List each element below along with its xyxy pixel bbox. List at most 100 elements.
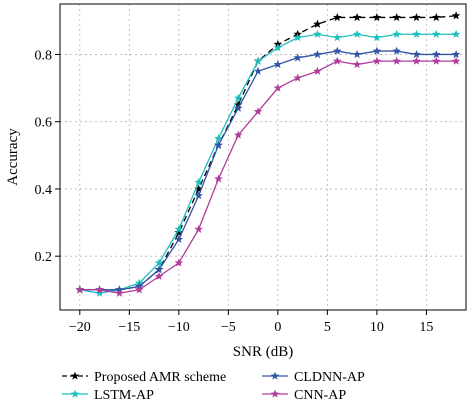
- series-cldnn-ap: [75, 46, 461, 294]
- data-point: [451, 56, 461, 65]
- y-tick-label: 0.8: [35, 48, 53, 63]
- y-tick-label: 0.4: [35, 183, 53, 198]
- data-point: [451, 49, 461, 59]
- data-point: [174, 224, 184, 233]
- data-point: [392, 29, 401, 38]
- legend-swatch-marker: [70, 389, 80, 398]
- data-point: [273, 60, 283, 69]
- data-point: [332, 46, 342, 55]
- data-point: [293, 53, 302, 62]
- series-line: [79, 50, 457, 291]
- data-point: [253, 107, 263, 116]
- ticks: −20 −15 −10 −5 0 5 10 15 0.2 0.4 0.6 0.8: [35, 48, 434, 335]
- data-point: [233, 93, 243, 102]
- series-line: [79, 60, 457, 294]
- data-point: [233, 130, 243, 139]
- legend-item-cnn-ap: CNN-AP: [262, 388, 346, 403]
- data-point: [253, 66, 263, 75]
- legend-label: LSTM-AP: [94, 388, 154, 403]
- data-point: [313, 49, 322, 59]
- data-point: [214, 140, 223, 149]
- data-point: [352, 49, 362, 59]
- data-point: [372, 56, 382, 65]
- data-point: [174, 228, 184, 237]
- data-point: [154, 265, 164, 274]
- x-tick-label: 0: [274, 320, 281, 335]
- legend-label: CLDNN-AP: [294, 370, 365, 385]
- data-point: [412, 29, 421, 38]
- legend-item-cldnn-ap: CLDNN-AP: [262, 370, 365, 385]
- legend-label: Proposed AMR scheme: [94, 370, 226, 385]
- x-axis-title: SNR (dB): [233, 344, 293, 360]
- data-point: [432, 29, 441, 38]
- data-point: [412, 56, 421, 65]
- data-point: [293, 33, 302, 42]
- legend-item-lstm-ap: LSTM-AP: [62, 388, 154, 403]
- data-point: [253, 56, 263, 65]
- data-point: [154, 258, 164, 267]
- data-point: [174, 258, 184, 267]
- data-point: [233, 103, 243, 112]
- data-point: [95, 288, 104, 297]
- data-point: [134, 285, 144, 294]
- data-point: [432, 56, 441, 65]
- data-point: [174, 234, 184, 244]
- data-point: [372, 46, 382, 55]
- series-proposed-amr-scheme: [75, 11, 461, 294]
- data-point: [332, 12, 342, 22]
- data-point: [372, 12, 382, 22]
- x-tick-label: −5: [221, 320, 236, 335]
- series-cnn-ap: [75, 56, 461, 297]
- data-point: [95, 285, 104, 294]
- x-tick-label: −10: [168, 320, 190, 335]
- data-point: [154, 271, 164, 281]
- y-tick-label: 0.6: [35, 116, 53, 131]
- data-point: [313, 29, 322, 38]
- y-axis-title: Accuracy: [5, 128, 21, 186]
- data-point: [332, 56, 342, 65]
- x-tick-label: −20: [69, 320, 91, 335]
- x-tick-label: 5: [324, 320, 331, 335]
- series-line: [79, 15, 457, 291]
- data-point: [332, 33, 342, 42]
- data-point: [372, 33, 382, 42]
- x-tick-label: −15: [118, 320, 140, 335]
- legend-label: CNN-AP: [294, 388, 346, 403]
- data-point: [352, 29, 362, 38]
- data-point: [451, 29, 461, 38]
- data-point: [194, 184, 203, 193]
- x-tick-label: 15: [419, 320, 433, 335]
- data-point: [194, 224, 203, 233]
- data-point: [432, 12, 441, 22]
- data-point: [115, 288, 124, 297]
- legend: Proposed AMR scheme CLDNN-AP LSTM-AP CNN-AP: [62, 370, 365, 403]
- data-point: [273, 43, 283, 52]
- data-point: [273, 83, 283, 92]
- data-point: [412, 49, 421, 59]
- x-tick-label: 10: [370, 320, 384, 335]
- legend-item-proposed-amr-scheme: Proposed AMR scheme: [62, 370, 226, 385]
- data-point: [412, 12, 421, 22]
- data-point: [313, 19, 322, 28]
- data-point: [392, 56, 401, 65]
- data-point: [214, 174, 223, 183]
- data-point: [313, 66, 322, 75]
- series-line: [79, 33, 457, 294]
- data-point: [432, 49, 441, 59]
- data-point: [293, 73, 302, 82]
- legend-swatch-marker: [70, 371, 80, 380]
- legend-swatch-marker: [270, 389, 280, 398]
- series: [75, 11, 461, 297]
- y-tick-label: 0.2: [35, 250, 53, 265]
- data-point: [392, 12, 401, 22]
- legend-swatch-marker: [270, 371, 280, 380]
- data-point: [214, 134, 223, 143]
- data-point: [352, 12, 362, 22]
- series-lstm-ap: [75, 29, 461, 297]
- data-point: [352, 60, 362, 69]
- plot-frame: [59, 3, 467, 311]
- data-point: [194, 191, 203, 200]
- data-point: [75, 285, 85, 294]
- data-point: [392, 46, 401, 55]
